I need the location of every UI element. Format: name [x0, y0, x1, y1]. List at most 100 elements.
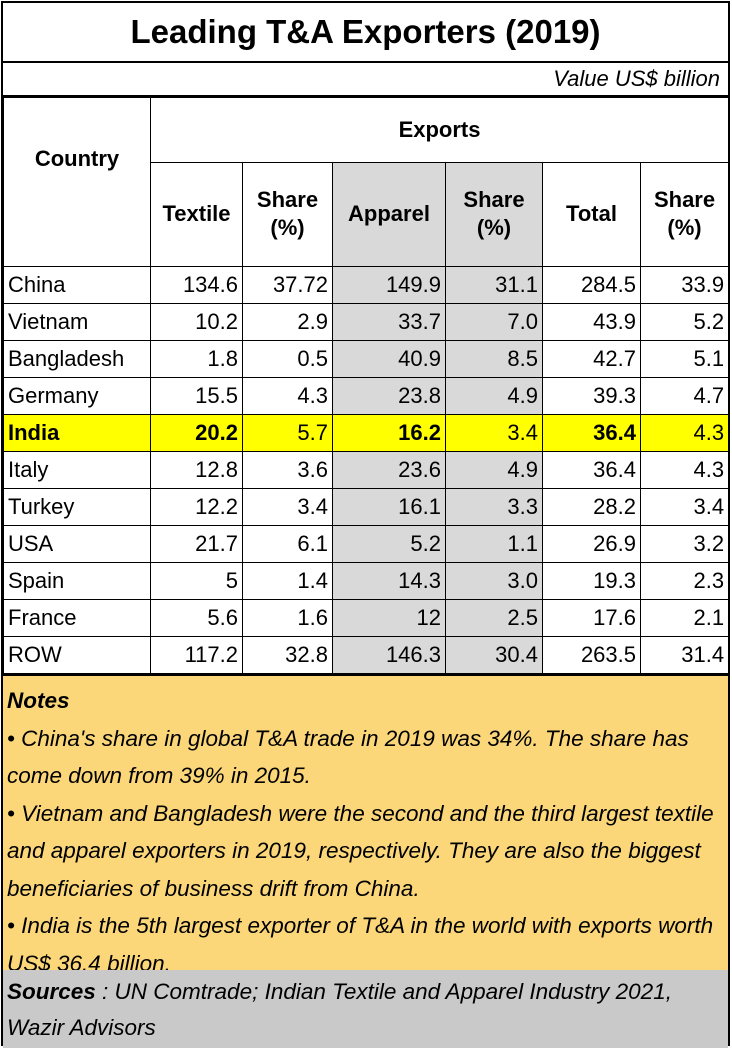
country-cell: Turkey	[3, 488, 151, 526]
note-item: • Vietnam and Bangladesh were the second…	[7, 800, 714, 901]
header-exports: Exports	[149, 97, 730, 163]
table-row: USA 21.7 6.1 5.2 1.1 26.9 3.2	[3, 525, 730, 563]
percent-label: (%)	[270, 215, 305, 241]
value-cell: 12	[332, 599, 446, 637]
table-row: Bangladesh 1.8 0.5 40.9 8.5 42.7 5.1	[3, 340, 730, 378]
share-label: Share	[653, 186, 716, 212]
table-row: Turkey 12.2 3.4 16.1 3.3 28.2 3.4	[3, 488, 730, 526]
value-cell: 5.6	[150, 599, 243, 637]
header-textile: Textile	[150, 161, 243, 268]
table-row: ROW 117.2 32.8 146.3 30.4 263.5 31.4	[3, 636, 730, 674]
value-cell: 2.9	[242, 303, 333, 341]
value-cell: 3.6	[242, 451, 333, 489]
country-cell: ROW	[3, 636, 151, 674]
sources-box: Sources : UN Comtrade; Indian Textile an…	[3, 970, 728, 1048]
value-cell: 263.5	[542, 636, 641, 674]
country-cell: Germany	[3, 377, 151, 415]
header-total-share: Share (%)	[639, 161, 730, 268]
value-cell: 16.2	[332, 414, 446, 452]
notes-box: Notes • China's share in global T&A trad…	[3, 674, 728, 976]
value-cell: 37.72	[242, 266, 333, 304]
value-cell: 2.5	[445, 599, 543, 637]
value-cell: 23.8	[332, 377, 446, 415]
value-cell: 21.7	[150, 525, 243, 563]
country-cell: Spain	[3, 562, 151, 600]
country-cell: Bangladesh	[3, 340, 151, 378]
value-cell: 284.5	[542, 266, 641, 304]
value-cell: 40.9	[332, 340, 446, 378]
value-cell: 28.2	[542, 488, 641, 526]
country-cell: India	[3, 414, 151, 452]
value-cell: 32.8	[242, 636, 333, 674]
header-apparel: Apparel	[332, 161, 446, 268]
country-cell: USA	[3, 525, 151, 563]
table-body: China 134.6 37.72 149.9 31.1 284.5 33.9 Vietnam…	[3, 266, 730, 711]
value-cell: 149.9	[332, 266, 446, 304]
value-cell: 1.1	[445, 525, 543, 563]
value-cell: 30.4	[445, 636, 543, 674]
page-title: Leading T&A Exporters (2019)	[3, 3, 728, 63]
value-cell: 2.1	[639, 599, 730, 637]
percent-label: (%)	[476, 215, 512, 241]
header-textile-share: Share (%)	[242, 161, 333, 268]
sources-label: Sources	[7, 979, 96, 1004]
table-row: Germany 15.5 4.3 23.8 4.9 39.3 4.7	[3, 377, 730, 415]
value-cell: 1.8	[150, 340, 243, 378]
value-cell: 1.4	[242, 562, 333, 600]
value-cell: 5.2	[332, 525, 446, 563]
value-cell: 3.3	[445, 488, 543, 526]
value-cell: 3.4	[639, 488, 730, 526]
value-cell: 134.6	[150, 266, 243, 304]
table-row: China 134.6 37.72 149.9 31.1 284.5 33.9	[3, 266, 730, 304]
share-label: Share	[256, 186, 319, 212]
value-cell: 8.5	[445, 340, 543, 378]
table-row: Vietnam 10.2 2.9 33.7 7.0 43.9 5.2	[3, 303, 730, 341]
value-cell: 0.5	[242, 340, 333, 378]
table-row: Spain 5 1.4 14.3 3.0 19.3 2.3	[3, 562, 730, 600]
value-cell: 2.3	[639, 562, 730, 600]
value-cell: 10.2	[150, 303, 243, 341]
value-cell: 4.3	[639, 451, 730, 489]
value-cell: 5.2	[639, 303, 730, 341]
value-cell: 6.1	[242, 525, 333, 563]
share-label: Share	[463, 186, 525, 212]
value-cell: 7.0	[445, 303, 543, 341]
value-cell: 3.4	[445, 414, 543, 452]
value-cell: 33.7	[332, 303, 446, 341]
value-cell: 1.6	[242, 599, 333, 637]
value-cell: 4.3	[639, 414, 730, 452]
value-cell: 31.4	[639, 636, 730, 674]
country-cell: Vietnam	[3, 303, 151, 341]
value-cell: 4.9	[445, 377, 543, 415]
header-total: Total	[542, 161, 641, 268]
value-cell: 3.4	[242, 488, 333, 526]
value-cell: 5.1	[639, 340, 730, 378]
header-country: Country	[3, 97, 151, 267]
value-cell: 16.1	[332, 488, 446, 526]
value-cell: 39.3	[542, 377, 641, 415]
value-cell: 5.7	[242, 414, 333, 452]
value-cell: 17.6	[542, 599, 641, 637]
value-cell: 42.7	[542, 340, 641, 378]
table-row: Italy 12.8 3.6 23.6 4.9 36.4 4.3	[3, 451, 730, 489]
value-cell: 15.5	[150, 377, 243, 415]
value-cell: 36.4	[542, 451, 641, 489]
value-cell: 4.7	[639, 377, 730, 415]
country-cell: Italy	[3, 451, 151, 489]
value-cell: 31.1	[445, 266, 543, 304]
value-cell: 14.3	[332, 562, 446, 600]
value-cell: 36.4	[542, 414, 641, 452]
percent-label: (%)	[667, 215, 702, 241]
value-cell: 43.9	[542, 303, 641, 341]
value-cell: 19.3	[542, 562, 641, 600]
value-cell: 20.2	[150, 414, 243, 452]
value-cell: 12.8	[150, 451, 243, 489]
value-cell: 33.9	[639, 266, 730, 304]
notes-heading: Notes	[7, 688, 70, 713]
value-cell: 12.2	[150, 488, 243, 526]
exporters-table: Country Exports Textile Share (%) Apparel…	[3, 97, 730, 711]
note-item: • China's share in global T&A trade in 2…	[7, 725, 689, 789]
table-row: India 20.2 5.7 16.2 3.4 36.4 4.3	[3, 414, 730, 452]
value-cell: 3.2	[639, 525, 730, 563]
